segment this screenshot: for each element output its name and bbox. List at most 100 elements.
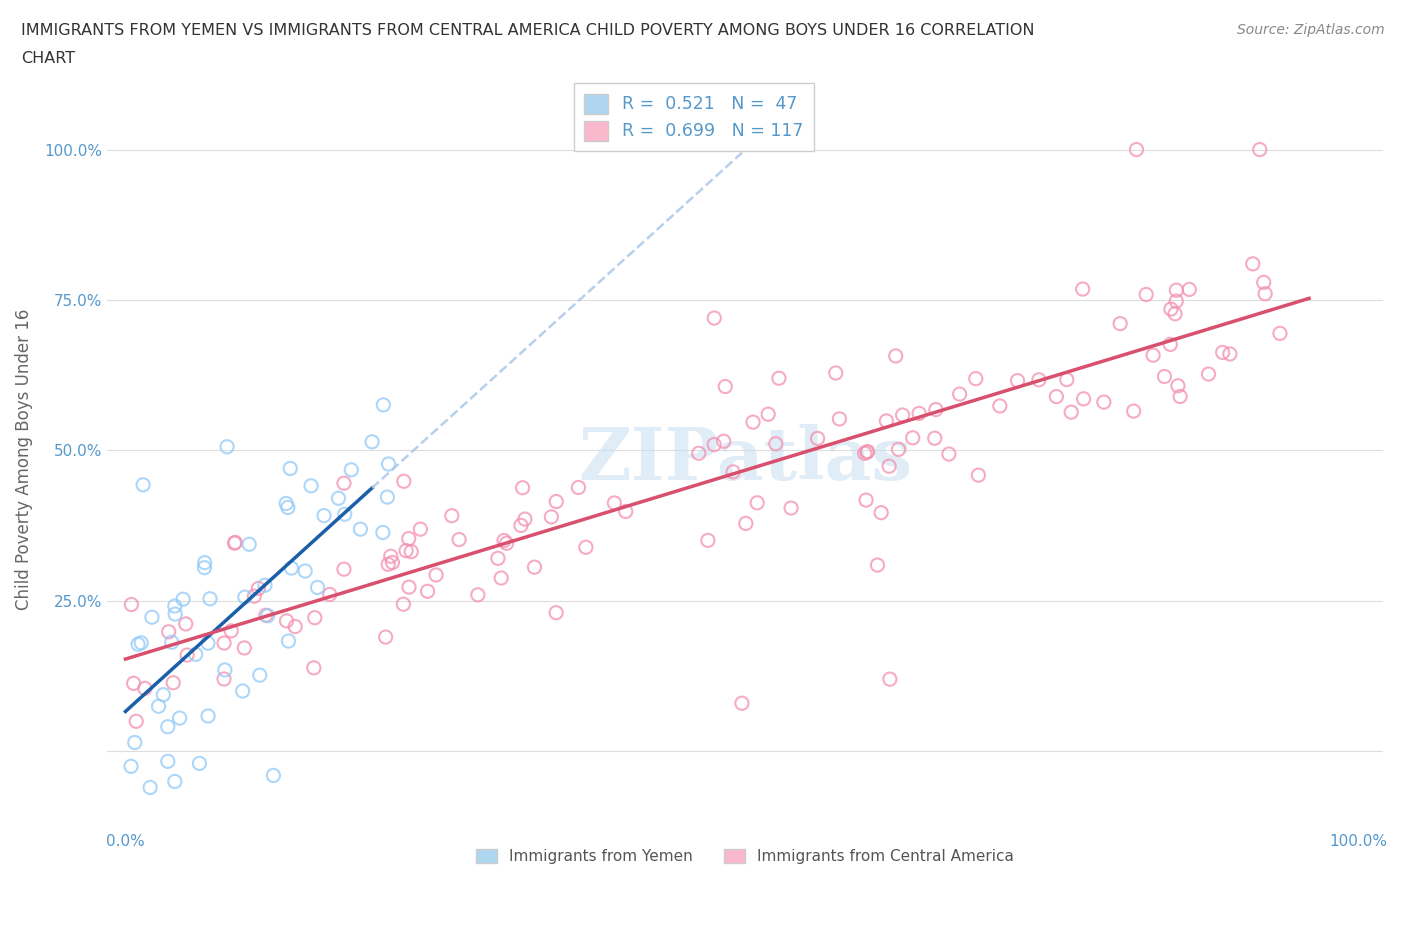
Point: [333, 562, 356, 577]
Point: [169, 711, 191, 725]
Point: [1060, 405, 1083, 419]
Point: [333, 507, 356, 522]
Point: [299, 478, 322, 493]
Legend: Immigrants from Yemen, Immigrants from Central America: Immigrants from Yemen, Immigrants from C…: [470, 843, 1021, 870]
Point: [125, 714, 148, 729]
Point: [340, 462, 363, 477]
Point: [1164, 306, 1187, 321]
Point: [219, 623, 242, 638]
Point: [1166, 294, 1188, 309]
Point: [756, 406, 779, 421]
Point: [1168, 389, 1191, 404]
Point: [302, 660, 325, 675]
Point: [312, 508, 335, 523]
Point: [731, 696, 754, 711]
Point: [162, 675, 184, 690]
Point: [156, 754, 179, 769]
Point: [374, 630, 396, 644]
Point: [891, 407, 914, 422]
Point: [197, 709, 219, 724]
Point: [134, 681, 156, 696]
Point: [688, 445, 710, 460]
Point: [318, 587, 340, 602]
Point: [280, 561, 302, 576]
Point: [1028, 372, 1050, 387]
Point: [122, 676, 145, 691]
Point: [575, 539, 598, 554]
Point: [254, 608, 277, 623]
Point: [1135, 287, 1157, 302]
Point: [163, 774, 186, 789]
Point: [165, 606, 187, 621]
Point: [232, 684, 254, 698]
Point: [1249, 142, 1271, 157]
Point: [949, 387, 972, 402]
Point: [139, 780, 162, 795]
Point: [249, 668, 271, 683]
Point: [1159, 337, 1181, 352]
Text: IMMIGRANTS FROM YEMEN VS IMMIGRANTS FROM CENTRAL AMERICA CHILD POVERTY AMONG BOY: IMMIGRANTS FROM YEMEN VS IMMIGRANTS FROM…: [21, 23, 1035, 38]
Point: [703, 437, 725, 452]
Point: [152, 687, 174, 702]
Point: [304, 610, 326, 625]
Point: [392, 474, 415, 489]
Point: [1125, 142, 1147, 157]
Point: [349, 522, 371, 537]
Point: [765, 436, 787, 451]
Point: [603, 496, 626, 511]
Point: [879, 671, 901, 686]
Point: [884, 349, 907, 364]
Point: [828, 411, 851, 426]
Point: [361, 434, 384, 449]
Point: [853, 445, 876, 460]
Point: [1122, 404, 1144, 418]
Point: [233, 641, 256, 656]
Point: [742, 415, 765, 430]
Point: [965, 371, 987, 386]
Point: [193, 560, 215, 575]
Point: [1254, 286, 1277, 301]
Point: [276, 496, 298, 511]
Point: [513, 512, 536, 526]
Point: [307, 580, 329, 595]
Point: [380, 549, 402, 564]
Point: [1253, 275, 1275, 290]
Point: [120, 597, 142, 612]
Point: [938, 446, 960, 461]
Point: [381, 555, 404, 570]
Point: [467, 588, 489, 603]
Point: [398, 531, 420, 546]
Point: [377, 490, 399, 505]
Point: [277, 500, 299, 515]
Point: [1198, 366, 1220, 381]
Point: [1109, 316, 1132, 331]
Point: [1212, 345, 1234, 360]
Point: [328, 491, 350, 506]
Point: [174, 617, 197, 631]
Point: [156, 719, 179, 734]
Point: [194, 555, 217, 570]
Point: [855, 493, 877, 508]
Point: [512, 480, 534, 495]
Point: [371, 525, 394, 540]
Point: [395, 543, 418, 558]
Point: [1166, 283, 1188, 298]
Point: [399, 544, 422, 559]
Point: [866, 558, 889, 573]
Point: [1268, 326, 1291, 340]
Point: [198, 591, 221, 606]
Point: [713, 433, 735, 448]
Point: [224, 535, 246, 550]
Point: [294, 564, 316, 578]
Point: [224, 536, 246, 551]
Point: [373, 397, 395, 412]
Point: [256, 608, 278, 623]
Point: [425, 567, 447, 582]
Point: [1142, 348, 1164, 363]
Point: [398, 579, 420, 594]
Point: [197, 636, 219, 651]
Point: [924, 431, 946, 445]
Point: [540, 510, 562, 525]
Point: [148, 698, 170, 713]
Point: [806, 431, 828, 445]
